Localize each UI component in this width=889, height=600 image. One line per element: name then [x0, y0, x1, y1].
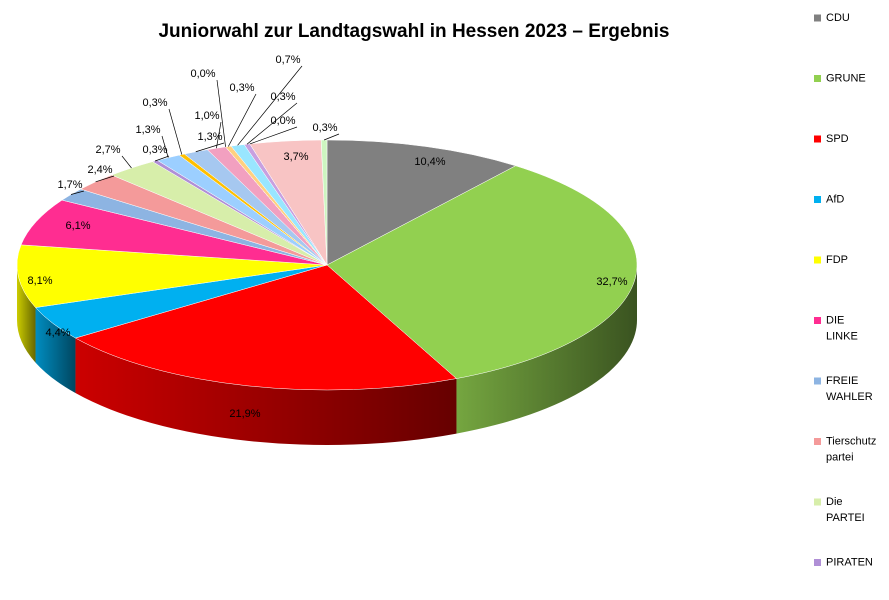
legend-label: SPD — [826, 133, 849, 145]
data-label: 10,4% — [414, 156, 445, 168]
legend-line: LINKE — [826, 330, 858, 342]
chart-title: Juniorwahl zur Landtagswahl in Hessen 20… — [158, 21, 669, 42]
legend-label: AfD — [826, 193, 844, 205]
data-label: 2,4% — [87, 164, 112, 176]
legend-line: WAHLER — [826, 391, 873, 403]
data-label: 8,1% — [27, 275, 52, 287]
data-label: 6,1% — [65, 220, 90, 232]
leader-line — [95, 175, 115, 183]
leader-line — [228, 93, 257, 147]
leader-line — [249, 126, 298, 145]
legend-swatch — [814, 438, 821, 445]
leader-line — [195, 142, 225, 153]
data-label: 0,3% — [229, 82, 254, 94]
data-label: 0,0% — [190, 68, 215, 80]
leader-line — [216, 121, 222, 149]
slice-side — [456, 265, 637, 434]
legend-label: FDP — [826, 254, 848, 266]
legend-swatch — [814, 196, 821, 203]
legend-label: FREIE WAHLER — [826, 375, 873, 403]
slice — [326, 139, 517, 266]
leader-line — [237, 65, 303, 146]
legend-swatch — [814, 256, 821, 264]
legend-label: Tierschutz partei — [826, 435, 876, 463]
legend-swatch — [814, 14, 821, 22]
legend-swatch — [814, 377, 821, 385]
data-label: 2,7% — [95, 144, 120, 156]
leader-line — [70, 190, 85, 195]
data-label: 32,7% — [596, 276, 627, 288]
data-label: 4,4% — [45, 327, 70, 339]
slice — [320, 139, 328, 266]
leader-line — [161, 135, 169, 158]
legend-line: partei — [826, 451, 854, 463]
data-label: 21,9% — [229, 408, 260, 420]
data-label: 1,3% — [135, 124, 160, 136]
legend-label: PIRATEN — [826, 556, 873, 568]
slice-side — [35, 307, 76, 394]
data-label: 1,7% — [57, 179, 82, 191]
data-label: 3,7% — [283, 151, 308, 163]
slice-side — [17, 265, 36, 363]
legend-label: GRUNE — [826, 72, 866, 84]
data-label: 0,3% — [142, 97, 167, 109]
leader-line — [168, 108, 183, 155]
legend-swatch — [814, 317, 821, 324]
data-label: 0,3% — [142, 144, 167, 156]
data-label: 0,3% — [270, 91, 295, 103]
legend-label: CDU — [826, 12, 850, 24]
slice-side — [75, 338, 457, 445]
leader-line — [154, 155, 170, 162]
data-label: 0,7% — [275, 54, 300, 66]
legend-swatch — [814, 135, 821, 143]
legend-line: PARTEI — [826, 512, 865, 524]
legend-swatch — [814, 559, 821, 566]
legend-label: Die PARTEI — [826, 496, 865, 524]
legend-swatch — [814, 75, 821, 82]
data-label: 0,0% — [270, 115, 295, 127]
slice — [20, 199, 328, 266]
legend-line: Tierschutz — [826, 435, 876, 447]
leader-line — [246, 102, 298, 145]
data-label: 0,3% — [312, 122, 337, 134]
legend-line: FREIE — [826, 375, 858, 387]
legend-swatch — [814, 498, 821, 506]
legend-label: DIE LINKE — [826, 314, 858, 342]
slice — [326, 165, 638, 379]
leader-line — [216, 79, 226, 147]
slice — [74, 264, 458, 391]
leader-line — [121, 155, 132, 169]
legend-line: Die — [826, 496, 843, 508]
legend-line: DIE — [826, 314, 844, 326]
leader-line — [323, 133, 340, 141]
slice — [16, 244, 328, 308]
data-label: 1,0% — [194, 110, 219, 122]
data-label: 1,3% — [197, 131, 222, 143]
